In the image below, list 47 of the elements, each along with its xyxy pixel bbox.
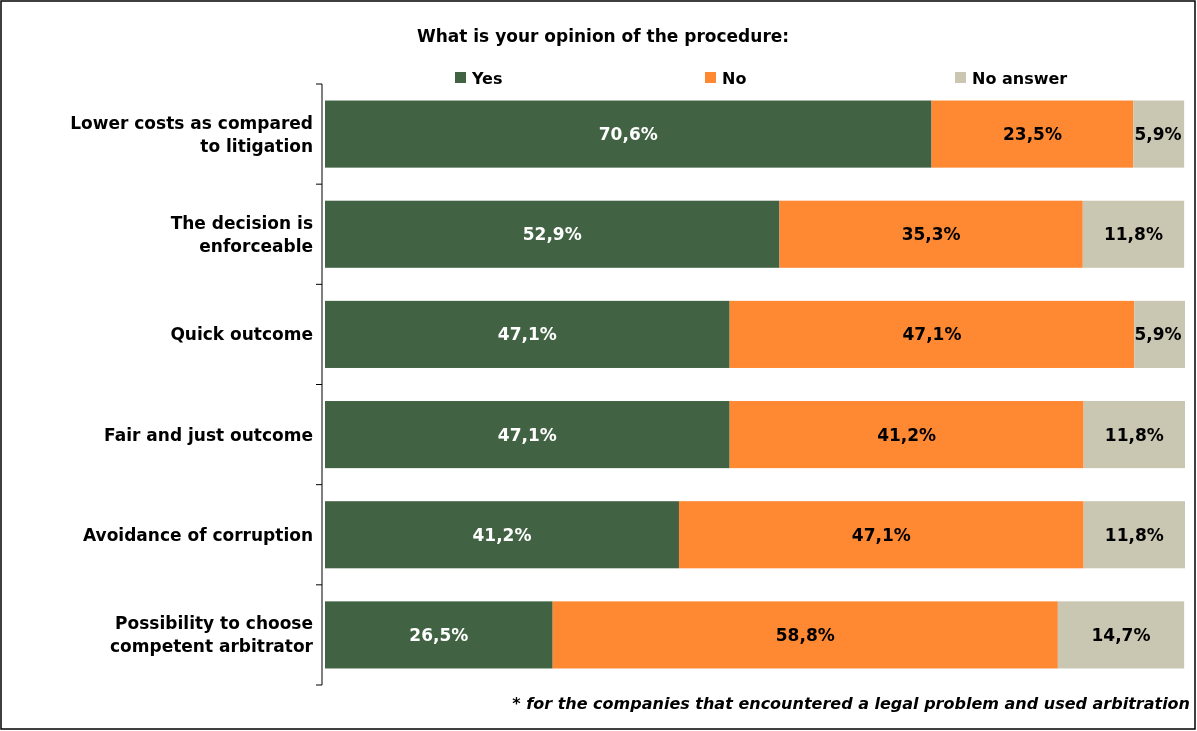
- data-label: 41,2%: [877, 424, 937, 445]
- text: * for the companies that encountered a legal problem and used arbitration: [512, 694, 1190, 713]
- bar: [325, 401, 730, 469]
- bar: [1057, 601, 1185, 669]
- y-tick-label: Lower costs as compared to litigation: [70, 112, 313, 156]
- data-label: 5,9%: [1134, 124, 1182, 145]
- data-label: 70,6%: [598, 124, 658, 145]
- legend-label: No: [722, 69, 747, 88]
- data-label: 47,1%: [497, 424, 557, 445]
- data-label: 47,1%: [497, 324, 557, 345]
- bar: [325, 100, 932, 168]
- bar: [729, 300, 1135, 368]
- data-label: 52,9%: [522, 224, 582, 245]
- bar: [678, 501, 1084, 569]
- bar: [1083, 501, 1185, 569]
- legend-label: Yes: [471, 69, 503, 88]
- data-label: 11,8%: [1104, 524, 1164, 545]
- data-label: 47,1%: [851, 524, 911, 545]
- y-tick-label: Avoidance of corruption: [83, 524, 313, 545]
- data-label: 23,5%: [1003, 124, 1062, 145]
- data-label: 41,2%: [472, 524, 532, 545]
- bar: [779, 200, 1083, 268]
- data-label: 11,8%: [1103, 224, 1163, 245]
- data-label: 26,5%: [409, 624, 469, 645]
- bar: [552, 601, 1058, 669]
- bar: [1083, 401, 1185, 469]
- bar: [1134, 300, 1185, 368]
- bar: [325, 501, 679, 569]
- data-label: 35,3%: [901, 224, 961, 245]
- bar: [729, 401, 1084, 469]
- bar: [1133, 100, 1185, 168]
- bar: [931, 100, 1134, 168]
- legend-label: No answer: [972, 69, 1068, 88]
- bar: [325, 601, 553, 669]
- y-tick-label: Quick outcome: [170, 324, 313, 345]
- data-label: 47,1%: [902, 324, 962, 345]
- bar: [325, 200, 780, 268]
- chart-title: What is your opinion of the procedure:: [416, 26, 790, 46]
- y-tick-label: Fair and just outcome: [104, 424, 313, 445]
- data-label: 5,9%: [1134, 324, 1182, 345]
- y-tick-label: The decision is enforceable: [170, 212, 313, 256]
- data-label: 14,7%: [1091, 624, 1151, 645]
- y-tick-label: Possibility to choose competent arbitrator: [110, 613, 314, 657]
- bar: [325, 300, 730, 368]
- data-label: 11,8%: [1104, 424, 1164, 445]
- data-label: 58,8%: [775, 624, 835, 645]
- bar: [1082, 200, 1185, 268]
